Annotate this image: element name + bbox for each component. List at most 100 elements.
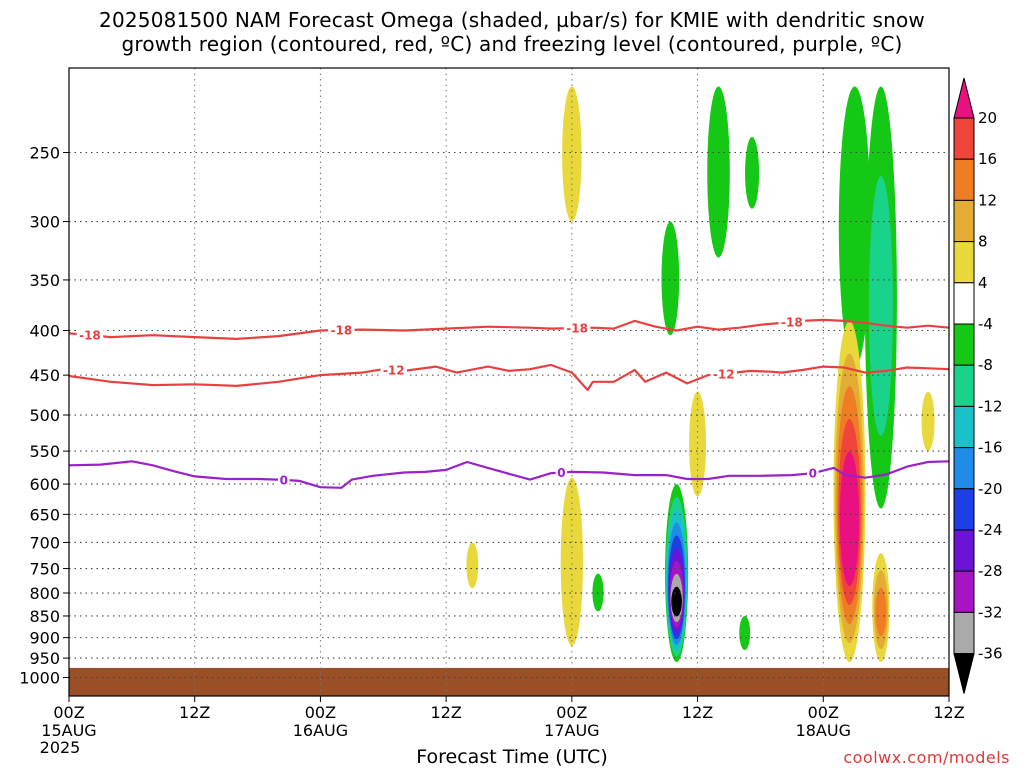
contour-line bbox=[69, 363, 949, 392]
contour-label-bg bbox=[563, 321, 591, 336]
colorbar-label: 12 bbox=[978, 191, 997, 209]
contour-label: 0 bbox=[557, 466, 565, 480]
colorbar-label: 20 bbox=[978, 109, 997, 127]
omega-cell bbox=[921, 391, 935, 452]
y-tick-label: 400 bbox=[29, 322, 60, 341]
x-tick-label: 12Z bbox=[430, 703, 461, 722]
y-tick-label: 600 bbox=[29, 475, 60, 494]
omega-band bbox=[661, 221, 680, 336]
omega-band bbox=[466, 542, 479, 589]
x-tick-date: 15AUG bbox=[41, 721, 96, 740]
contour-label-bg bbox=[380, 363, 408, 378]
colorbar-label: -16 bbox=[978, 439, 1003, 457]
colorbar-label: -8 bbox=[978, 356, 993, 374]
y-tick-label: 650 bbox=[29, 505, 60, 524]
contour-line bbox=[69, 318, 949, 340]
contour-label: -18 bbox=[781, 315, 803, 329]
colorbar-label: 8 bbox=[978, 233, 988, 251]
colorbar-swatch bbox=[953, 323, 975, 366]
colorbar-label: -28 bbox=[978, 562, 1003, 580]
terrain-layer bbox=[69, 667, 949, 696]
y-tick-label: 750 bbox=[29, 560, 60, 579]
colorbar-swatch bbox=[953, 364, 975, 407]
chart-title-line2: growth region (contoured, red, ºC) and f… bbox=[121, 32, 903, 56]
terrain-fill bbox=[69, 667, 949, 696]
contour-label: 0 bbox=[280, 473, 288, 487]
omega-cell bbox=[707, 86, 730, 258]
y-tick-label: 350 bbox=[29, 271, 60, 290]
omega-cell bbox=[560, 477, 584, 646]
colorbar-label: -32 bbox=[978, 603, 1003, 621]
x-tick-label: 12Z bbox=[933, 703, 964, 722]
x-tick-label: 00Z bbox=[305, 703, 336, 722]
contour-label: -18 bbox=[566, 322, 588, 336]
colorbar-arrow-top bbox=[953, 77, 975, 119]
contour-label-bg bbox=[807, 466, 819, 481]
site-credit: coolwx.com/models bbox=[843, 748, 1010, 767]
x-tick-label: 00Z bbox=[53, 703, 84, 722]
contour-label-bg bbox=[278, 472, 290, 487]
x-tick-label: 00Z bbox=[808, 703, 839, 722]
contour-label-bg bbox=[710, 366, 738, 381]
colorbar-label: -12 bbox=[978, 397, 1003, 415]
omega-cell bbox=[833, 320, 866, 663]
colorbar-swatch bbox=[953, 405, 975, 449]
x-tick-year: 2025 bbox=[40, 738, 81, 757]
omega-band bbox=[562, 86, 582, 222]
omega-band bbox=[689, 391, 707, 497]
omega-cell bbox=[838, 86, 871, 367]
contour-line bbox=[69, 460, 949, 489]
contour-label-bg bbox=[778, 314, 806, 329]
colorbar-swatch bbox=[953, 611, 975, 655]
colorbar-swatch bbox=[953, 447, 975, 490]
omega-band bbox=[707, 86, 730, 258]
y-tick-label: 950 bbox=[29, 649, 60, 668]
colorbar-swatch bbox=[953, 158, 975, 201]
omega-band bbox=[841, 484, 858, 567]
colorbar-label: -36 bbox=[978, 645, 1003, 663]
y-tick-label: 500 bbox=[29, 406, 60, 425]
contour-label: -12 bbox=[383, 364, 405, 378]
y-tick-label: 700 bbox=[29, 533, 60, 552]
omega-cell bbox=[466, 542, 479, 589]
colorbar-swatch bbox=[953, 282, 975, 325]
omega-shading-layer bbox=[466, 86, 935, 663]
omega-cell bbox=[689, 391, 707, 497]
contour-label-bg bbox=[76, 328, 104, 343]
omega-band bbox=[671, 586, 682, 617]
chart-title-line1: 2025081500 NAM Forecast Omega (shaded, µ… bbox=[99, 8, 925, 32]
omega-band bbox=[921, 391, 935, 452]
omega-band bbox=[868, 176, 893, 436]
omega-cell bbox=[665, 484, 689, 663]
colorbar-label: -24 bbox=[978, 521, 1003, 539]
colorbar-swatch bbox=[953, 117, 975, 160]
contour-label: -18 bbox=[331, 324, 353, 338]
y-tick-label: 550 bbox=[29, 442, 60, 461]
colorbar-swatch bbox=[953, 199, 975, 243]
contour-label: -18 bbox=[79, 329, 101, 343]
x-tick-label: 12Z bbox=[179, 703, 210, 722]
omega-band bbox=[739, 615, 751, 651]
colorbar-swatch bbox=[953, 241, 975, 284]
grid-layer bbox=[69, 68, 949, 696]
omega-band bbox=[838, 86, 871, 367]
x-tick-label: 12Z bbox=[682, 703, 713, 722]
omega-cell bbox=[562, 86, 582, 222]
contour-label: 0 bbox=[809, 467, 817, 481]
omega-cell bbox=[739, 615, 751, 651]
y-tick-label: 250 bbox=[29, 144, 60, 163]
omega-band bbox=[745, 137, 760, 209]
omega-cell bbox=[661, 221, 680, 336]
omega-band bbox=[875, 587, 887, 637]
y-tick-label: 300 bbox=[29, 213, 60, 232]
x-tick-date: 17AUG bbox=[544, 721, 599, 740]
omega-band bbox=[560, 477, 584, 646]
colorbar-label: -20 bbox=[978, 480, 1003, 498]
x-tick-label: 00Z bbox=[556, 703, 587, 722]
colorbar-label: 16 bbox=[978, 150, 997, 168]
y-axis: 250 300 350 400 450 500 550 600 650 700 750 800 850 9… bbox=[19, 144, 69, 688]
x-axis-title: Forecast Time (UTC) bbox=[416, 746, 608, 768]
y-tick-label: 800 bbox=[29, 584, 60, 603]
y-tick-label: 850 bbox=[29, 607, 60, 626]
